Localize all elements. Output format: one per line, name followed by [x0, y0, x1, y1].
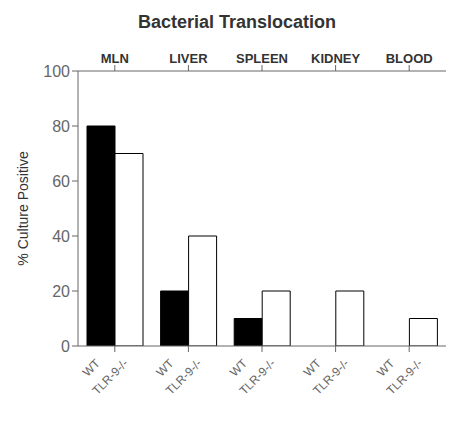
svg-text:WT: WT — [80, 356, 104, 380]
svg-text:100: 100 — [43, 63, 70, 80]
svg-text:0: 0 — [61, 338, 70, 355]
svg-text:% Culture Positive: % Culture Positive — [15, 151, 31, 266]
svg-text:TLR-9-/-: TLR-9-/- — [310, 356, 351, 397]
svg-text:40: 40 — [52, 228, 70, 245]
svg-text:BLOOD: BLOOD — [386, 51, 433, 66]
svg-text:80: 80 — [52, 118, 70, 135]
svg-text:60: 60 — [52, 173, 70, 190]
svg-text:WT: WT — [301, 356, 325, 380]
svg-text:TLR-9-/-: TLR-9-/- — [384, 356, 425, 397]
svg-text:WT: WT — [227, 356, 251, 380]
svg-text:TLR-9-/-: TLR-9-/- — [237, 356, 278, 397]
svg-text:WT: WT — [153, 356, 177, 380]
svg-text:MLN: MLN — [101, 51, 129, 66]
svg-text:TLR-9-/-: TLR-9-/- — [163, 356, 204, 397]
svg-text:SPLEEN: SPLEEN — [236, 51, 288, 66]
svg-text:LIVER: LIVER — [169, 51, 208, 66]
html-text:Bacterial Translocation: Bacterial Translocation — [138, 12, 336, 32]
svg-text:20: 20 — [52, 283, 70, 300]
svg-text:WT: WT — [374, 356, 398, 380]
svg-text:KIDNEY: KIDNEY — [311, 51, 360, 66]
svg-text:TLR-9-/-: TLR-9-/- — [89, 356, 130, 397]
